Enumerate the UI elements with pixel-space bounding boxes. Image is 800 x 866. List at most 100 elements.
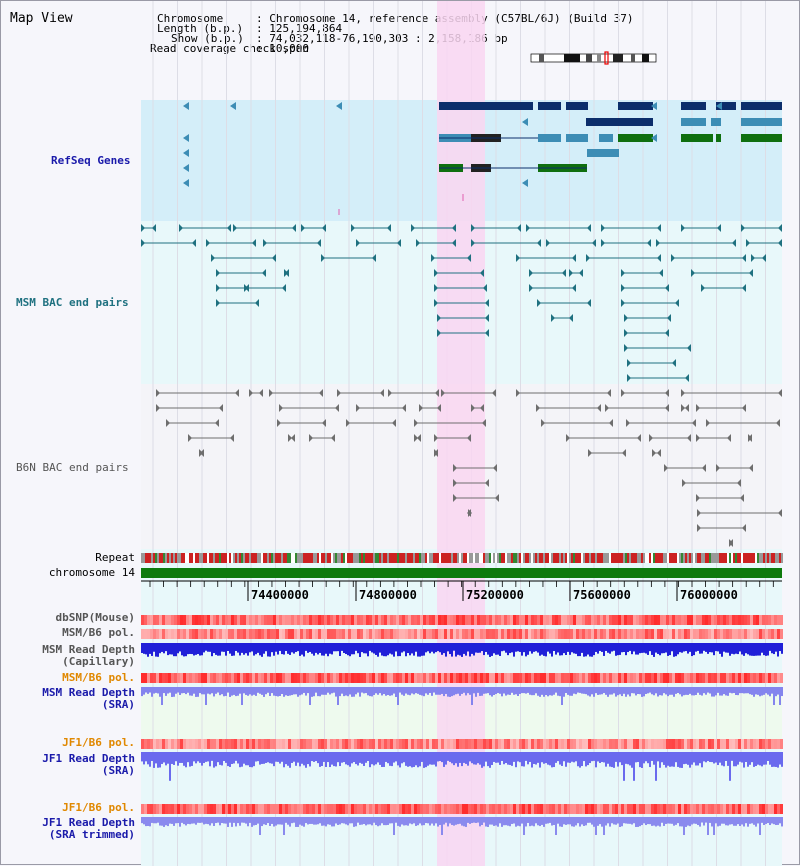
msm-bac-pair-end[interactable] (529, 269, 533, 277)
jf1-b6-pol-trimmed-heatmap[interactable] (141, 804, 783, 814)
b6n-bac-pair-end[interactable] (682, 479, 686, 487)
b6n-bac-pair-end[interactable] (664, 464, 668, 472)
msm-bac-pair-end[interactable] (452, 224, 456, 232)
msm-bac-pair-end[interactable] (627, 374, 631, 382)
b6n-bac-pair-end[interactable] (453, 494, 457, 502)
b6n-bac-pair-end[interactable] (435, 389, 439, 397)
msm-bac-pair-end[interactable] (480, 269, 484, 277)
msm-bac-pair-end[interactable] (672, 359, 676, 367)
msm-bac-pair-end[interactable] (657, 254, 661, 262)
b6n-bac-pair-end[interactable] (742, 404, 746, 412)
msm-bac-pair-end[interactable] (321, 254, 325, 262)
msm-bac-pair-end[interactable] (372, 254, 376, 262)
refseq-gene[interactable] (741, 102, 782, 110)
msm-bac-pair-end[interactable] (687, 344, 691, 352)
b6n-bac-pair-end[interactable] (337, 389, 341, 397)
msm-bac-pair-end[interactable] (691, 269, 695, 277)
b6n-bac-pair-end[interactable] (541, 419, 545, 427)
b6n-bac-pair-end[interactable] (749, 464, 753, 472)
msm-bac-pair-end[interactable] (569, 269, 573, 277)
msm-bac-pair-end[interactable] (216, 299, 220, 307)
msm-bac-pair-end[interactable] (551, 314, 555, 322)
b6n-bac-pair-end[interactable] (685, 404, 689, 412)
msm-bac-pair-end[interactable] (411, 224, 415, 232)
b6n-bac-pair-end[interactable] (681, 389, 685, 397)
msm-bac-pair-end[interactable] (485, 314, 489, 322)
msm-bac-pair-end[interactable] (685, 374, 689, 382)
refseq-gene[interactable] (716, 102, 736, 110)
b6n-bac-pair-end[interactable] (156, 389, 160, 397)
refseq-gene[interactable] (566, 102, 588, 110)
b6n-bac-pair-end[interactable] (621, 389, 625, 397)
b6n-bac-pair-end[interactable] (417, 434, 421, 442)
gene-strand-arrow[interactable] (183, 134, 189, 142)
b6n-bac-pair-end[interactable] (288, 434, 292, 442)
b6n-bac-pair-end[interactable] (495, 494, 499, 502)
msm-bac-pair-end[interactable] (351, 224, 355, 232)
msm-bac-pair-end[interactable] (452, 239, 456, 247)
refseq-gene[interactable] (599, 134, 613, 142)
gene-strand-arrow[interactable] (230, 102, 236, 110)
msm-bac-pair-end[interactable] (569, 314, 573, 322)
msm-bac-pair-end[interactable] (416, 239, 420, 247)
b6n-bac-pair-end[interactable] (696, 434, 700, 442)
b6n-bac-pair-end[interactable] (269, 389, 273, 397)
refseq-gene[interactable] (716, 134, 721, 142)
msm-bac-pair-end[interactable] (387, 224, 391, 232)
msm-bac-pair-end[interactable] (233, 224, 237, 232)
gene-strand-arrow[interactable] (336, 102, 342, 110)
msm-bac-pair-end[interactable] (732, 239, 736, 247)
msm-bac-pair-end[interactable] (467, 254, 471, 262)
b6n-bac-pair-end[interactable] (346, 419, 350, 427)
msm-bac-pair-end[interactable] (282, 284, 286, 292)
b6n-bac-pair-end[interactable] (696, 404, 700, 412)
msm-bac-pair-end[interactable] (621, 284, 625, 292)
msm-bac-pair-end[interactable] (537, 299, 541, 307)
gene-strand-arrow[interactable] (522, 179, 528, 187)
msm-bac-pair-end[interactable] (471, 239, 475, 247)
msm-bac-pair-end[interactable] (179, 224, 183, 232)
msm-bac-pair-end[interactable] (356, 239, 360, 247)
msm-depth-sra[interactable] (141, 687, 783, 705)
gene-strand-arrow[interactable] (183, 179, 189, 187)
b6n-bac-pair-end[interactable] (259, 389, 263, 397)
b6n-bac-pair-end[interactable] (566, 434, 570, 442)
msm-bac-pair-end[interactable] (262, 269, 266, 277)
msm-bac-pair-end[interactable] (211, 254, 215, 262)
b6n-bac-pair-end[interactable] (467, 509, 471, 517)
gene-strand-arrow[interactable] (183, 164, 189, 172)
msm-bac-pair-end[interactable] (255, 299, 259, 307)
b6n-bac-pair-end[interactable] (605, 404, 609, 412)
b6n-bac-pair-end[interactable] (277, 419, 281, 427)
b6n-bac-pair-end[interactable] (727, 434, 731, 442)
msm-bac-pair-end[interactable] (587, 299, 591, 307)
b6n-bac-pair-end[interactable] (492, 389, 496, 397)
refseq-gene[interactable] (618, 102, 653, 110)
msm-bac-pair-end[interactable] (665, 284, 669, 292)
chromosome-ideogram[interactable] (530, 51, 657, 65)
b6n-bac-pair-end[interactable] (637, 434, 641, 442)
msm-bac-pair-end[interactable] (152, 224, 156, 232)
msm-bac-pair-end[interactable] (529, 284, 533, 292)
b6n-bac-pair-end[interactable] (471, 404, 475, 412)
b6n-bac-pair-end[interactable] (687, 434, 691, 442)
refseq-gene[interactable] (538, 134, 561, 142)
b6n-bac-pair-end[interactable] (748, 434, 752, 442)
msm-bac-pair-end[interactable] (742, 284, 746, 292)
gene-strand-arrow[interactable] (651, 102, 657, 110)
msm-bac-pair-end[interactable] (434, 299, 438, 307)
chromosome-bar[interactable] (141, 568, 782, 578)
refseq-gene[interactable] (587, 149, 619, 157)
msm-bac-pair-end[interactable] (526, 224, 530, 232)
msm-bac-pair-end[interactable] (301, 224, 305, 232)
b6n-bac-pair-end[interactable] (597, 404, 601, 412)
b6n-bac-pair-end[interactable] (467, 434, 471, 442)
b6n-bac-pair-end[interactable] (230, 434, 234, 442)
msm-bac-pair-end[interactable] (762, 254, 766, 262)
msm-b6-pol-heatmap[interactable] (141, 629, 783, 639)
jf1-depth-sra-trimmed[interactable] (141, 817, 783, 835)
msm-b6-pol-sra-heatmap[interactable] (141, 673, 783, 683)
b6n-bac-pair-end[interactable] (716, 464, 720, 472)
b6n-bac-pair-end[interactable] (156, 404, 160, 412)
gene-strand-arrow[interactable] (522, 118, 528, 126)
